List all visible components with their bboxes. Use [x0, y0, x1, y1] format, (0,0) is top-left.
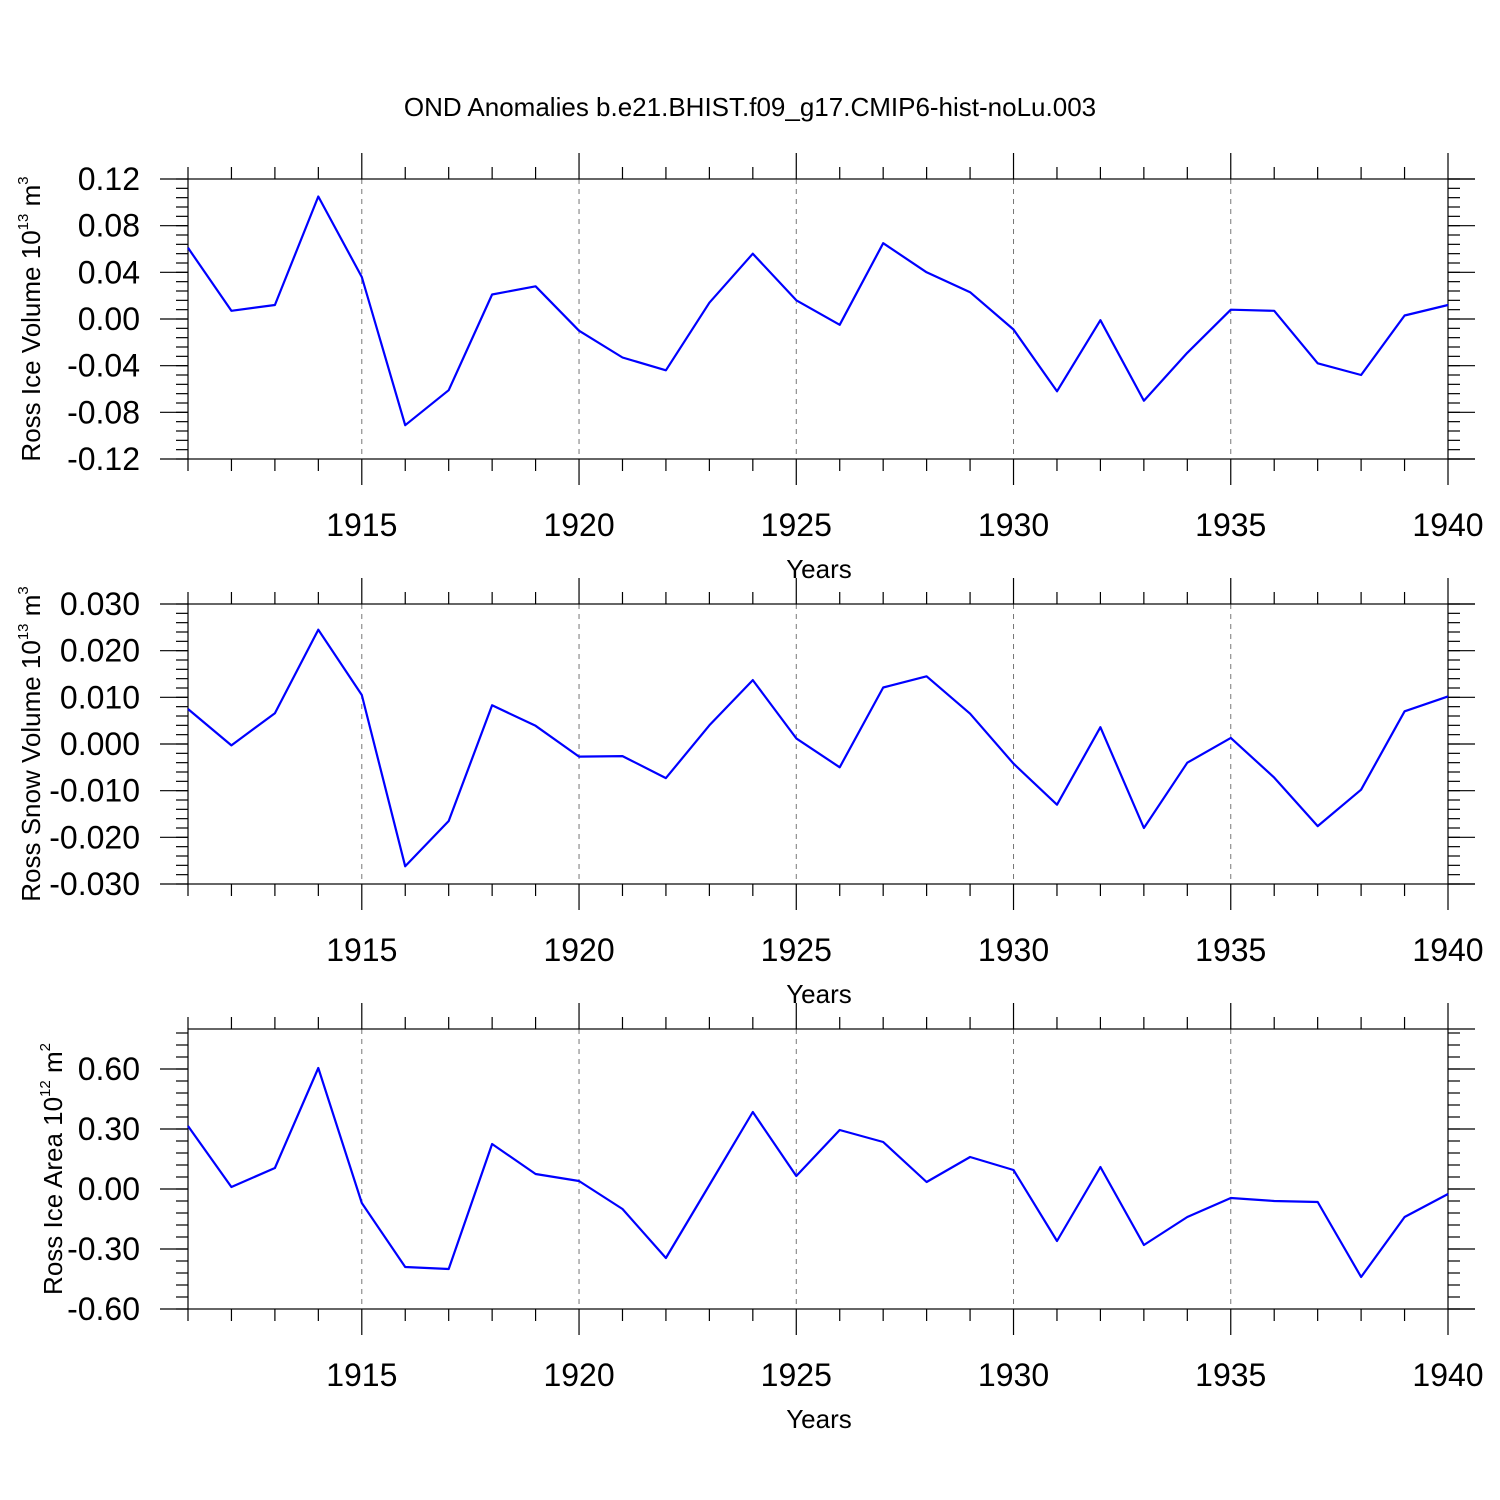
y-axis-label: Ross Ice Volume 1013 m3: [15, 176, 46, 461]
y-tick-label: -0.30: [67, 1231, 140, 1267]
x-tick-label: 1920: [543, 932, 614, 968]
y-axis-label: Ross Snow Volume 1013 m3: [15, 586, 46, 902]
x-tick-label: 1915: [326, 932, 397, 968]
y-axis-label: Ross Ice Area 1012 m2: [37, 1043, 68, 1295]
x-tick-label: 1930: [978, 932, 1049, 968]
y-tick-label: 0.000: [60, 726, 140, 762]
x-tick-label: 1940: [1412, 932, 1483, 968]
y-tick-label: -0.04: [67, 348, 140, 384]
x-tick-label: 1920: [543, 507, 614, 543]
y-axis-label-ylabel-exp: 12: [37, 1080, 54, 1097]
x-tick-label: 1935: [1195, 507, 1266, 543]
x-tick-label: 1935: [1195, 1357, 1266, 1393]
y-tick-label: -0.12: [67, 441, 140, 477]
x-tick-label: 1940: [1412, 1357, 1483, 1393]
y-tick-label: -0.030: [49, 866, 140, 902]
y-tick-label: -0.010: [49, 773, 140, 809]
y-tick-label: 0.00: [78, 1171, 140, 1207]
y-axis-label-ylabel-unit: m: [38, 1051, 68, 1080]
series-line: [187, 628, 1449, 868]
panel-2: -0.030 -0.020 -0.010 0.000 0.010 0.020 0.030 19…: [15, 578, 1484, 1009]
y-tick-label: 0.010: [60, 679, 140, 715]
y-tick-label: 0.00: [78, 301, 140, 337]
y-tick-label: 0.030: [60, 586, 140, 622]
x-tick-label: 1935: [1195, 932, 1266, 968]
panel-3: -0.60 -0.30 0.00 0.30 0.60 1915 1920 1925 1930 19…: [37, 1003, 1484, 1434]
plot-frame: [187, 178, 1449, 460]
series-line: [187, 1066, 1449, 1279]
x-tick-label: 1925: [761, 1357, 832, 1393]
chart-panels: -0.12 -0.08 -0.04 0.00 0.04 0.08 0.12 1915 1920 1…: [15, 153, 1484, 1434]
y-axis-label-ylabel-unit-exp: 3: [15, 586, 32, 594]
x-axis-label: Years: [786, 554, 852, 584]
x-tick-label: 1925: [761, 507, 832, 543]
x-tick-label: 1940: [1412, 507, 1483, 543]
x-tick-label: 1930: [978, 1357, 1049, 1393]
x-tick-label: 1930: [978, 507, 1049, 543]
y-tick-label: -0.020: [49, 819, 140, 855]
y-tick-label: 0.60: [78, 1051, 140, 1087]
y-axis-label-ylabel-unit-exp: 2: [37, 1043, 54, 1051]
x-tick-label: 1915: [326, 507, 397, 543]
y-tick-label: -0.08: [67, 394, 140, 430]
y-tick-label: 0.020: [60, 633, 140, 669]
y-axis-label-ylabel-main: Ross Ice Volume 10: [16, 230, 46, 461]
chart-title: OND Anomalies b.e21.BHIST.f09_g17.CMIP6-…: [404, 92, 1096, 122]
y-axis-label-ylabel-unit: m: [16, 185, 46, 214]
x-axis-label: Years: [786, 1404, 852, 1434]
y-axis-label-ylabel-exp: 13: [15, 623, 32, 640]
y-tick-label: -0.60: [67, 1291, 140, 1327]
series-line: [187, 195, 1449, 427]
y-tick-label: 0.30: [78, 1111, 140, 1147]
x-tick-label: 1915: [326, 1357, 397, 1393]
y-axis-label-ylabel-main: Ross Snow Volume 10: [16, 640, 46, 902]
x-tick-label: 1920: [543, 1357, 614, 1393]
y-axis-label-ylabel-exp: 13: [15, 214, 32, 231]
y-axis-label-ylabel-unit-exp: 3: [15, 176, 32, 184]
plot-frame: [187, 1028, 1449, 1310]
y-axis-label-ylabel-unit: m: [16, 595, 46, 624]
y-tick-label: 0.08: [78, 208, 140, 244]
y-axis-label-ylabel-main: Ross Ice Area 10: [38, 1097, 68, 1295]
y-tick-label: 0.12: [78, 161, 140, 197]
plot-frame: [187, 603, 1449, 885]
y-tick-label: 0.04: [78, 254, 140, 290]
x-axis-label: Years: [786, 979, 852, 1009]
panel-1: -0.12 -0.08 -0.04 0.00 0.04 0.08 0.12 1915 1920 1…: [15, 153, 1484, 584]
x-tick-label: 1925: [761, 932, 832, 968]
